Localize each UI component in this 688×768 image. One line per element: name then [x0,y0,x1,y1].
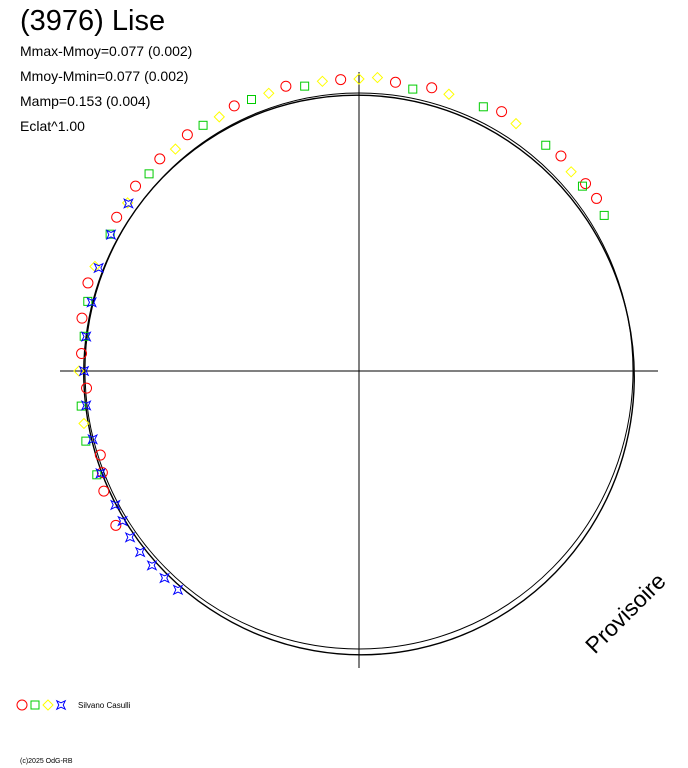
circle-data-point [76,312,88,324]
legend-diamond-icon [42,699,54,711]
square-data-point [144,169,154,179]
diamond-data-point [169,143,182,155]
square-data-point [247,95,257,105]
asteroid-title: (3976) Lise [20,5,166,37]
diamond-data-point [78,417,90,430]
reference-circle [84,92,634,650]
stat-mamp: Mamp=0.153 (0.004) [20,93,151,109]
diamond-data-point [316,75,329,88]
square-data-point [105,229,115,239]
diamond-data-point [213,111,225,123]
circle-data-point [111,211,123,223]
diamond-data-point [371,71,384,84]
legend-circle-icon [16,699,28,711]
star-data-point [110,499,121,511]
circle-data-point [130,180,142,192]
circle-data-point [96,467,108,479]
circle-data-point [580,178,592,190]
star-data-point [95,468,106,479]
square-data-point [541,140,551,150]
stat-mmoy-mmin: Mmoy-Mmin=0.077 (0.002) [20,68,189,84]
star-data-point [124,532,136,543]
square-data-point [408,84,418,94]
stat-eclat: Eclat^1.00 [20,118,85,134]
square-data-point [300,81,310,91]
star-data-point [146,560,158,571]
diamond-data-point [263,87,275,99]
circle-data-point [426,82,438,94]
star-data-point [117,515,128,527]
star-data-point [134,546,146,558]
observation-points [73,71,609,596]
square-data-point [198,120,208,130]
circle-data-point [76,348,88,360]
square-data-point [478,102,488,112]
star-data-point [93,262,104,274]
circle-data-point [98,485,110,497]
circle-data-point [591,192,603,204]
circle-data-point [94,449,106,461]
legend-square-icon [30,700,40,710]
legend-markers [16,699,67,711]
circle-data-point [389,76,401,88]
circle-data-point [496,106,508,118]
observer-name: Silvano Casulli [78,700,131,710]
star-data-point [123,198,134,209]
legend-star-icon [55,699,67,711]
circle-data-point [181,129,193,141]
diamond-data-point [510,117,522,130]
square-data-point [577,181,587,191]
diamond-data-point [353,73,365,85]
diamond-data-point [121,197,134,209]
circle-data-point [81,382,93,394]
circle-data-point [154,153,166,165]
square-data-point [599,210,609,220]
legend: Silvano Casulli [16,698,130,712]
diamond-data-point [443,88,455,100]
star-data-point [78,365,90,377]
star-data-point [105,229,117,240]
stat-mmax-mmoy: Mmax-Mmoy=0.077 (0.002) [20,43,193,59]
star-data-point [172,584,184,596]
circle-data-point [228,100,240,112]
fitted-lightcurve [83,94,635,656]
star-data-point [86,297,97,308]
diamond-data-point [565,166,577,178]
circle-data-point [110,519,122,531]
star-data-point [80,331,92,342]
circle-data-point [82,277,94,289]
star-data-point [159,572,170,584]
circle-data-point [280,80,292,92]
copyright-text: (c)2025 OdG-RB [20,758,73,765]
star-data-point [80,400,92,411]
circle-data-point [555,150,567,162]
circle-data-point [335,74,347,86]
star-data-point [87,434,98,445]
